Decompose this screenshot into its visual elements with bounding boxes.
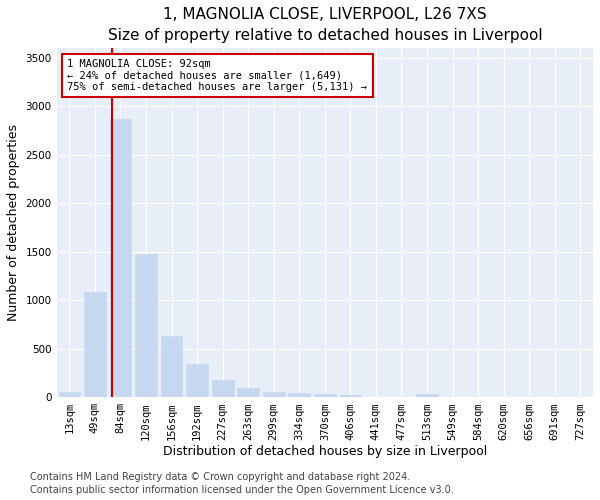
Text: Contains public sector information licensed under the Open Government Licence v3: Contains public sector information licen…: [30, 485, 454, 495]
Bar: [314, 394, 335, 397]
Bar: [289, 394, 310, 397]
Bar: [135, 254, 157, 397]
Bar: [416, 394, 438, 397]
Bar: [84, 292, 106, 397]
Bar: [238, 388, 259, 397]
Bar: [186, 364, 208, 397]
Bar: [110, 119, 131, 397]
Bar: [263, 392, 284, 397]
Bar: [161, 336, 182, 397]
Bar: [340, 395, 361, 397]
Text: 1 MAGNOLIA CLOSE: 92sqm
← 24% of detached houses are smaller (1,649)
75% of semi: 1 MAGNOLIA CLOSE: 92sqm ← 24% of detache…: [67, 58, 367, 92]
Y-axis label: Number of detached properties: Number of detached properties: [7, 124, 20, 321]
Bar: [59, 392, 80, 397]
X-axis label: Distribution of detached houses by size in Liverpool: Distribution of detached houses by size …: [163, 445, 487, 458]
Bar: [212, 380, 233, 397]
Title: 1, MAGNOLIA CLOSE, LIVERPOOL, L26 7XS
Size of property relative to detached hous: 1, MAGNOLIA CLOSE, LIVERPOOL, L26 7XS Si…: [107, 7, 542, 43]
Text: Contains HM Land Registry data © Crown copyright and database right 2024.: Contains HM Land Registry data © Crown c…: [30, 472, 410, 482]
